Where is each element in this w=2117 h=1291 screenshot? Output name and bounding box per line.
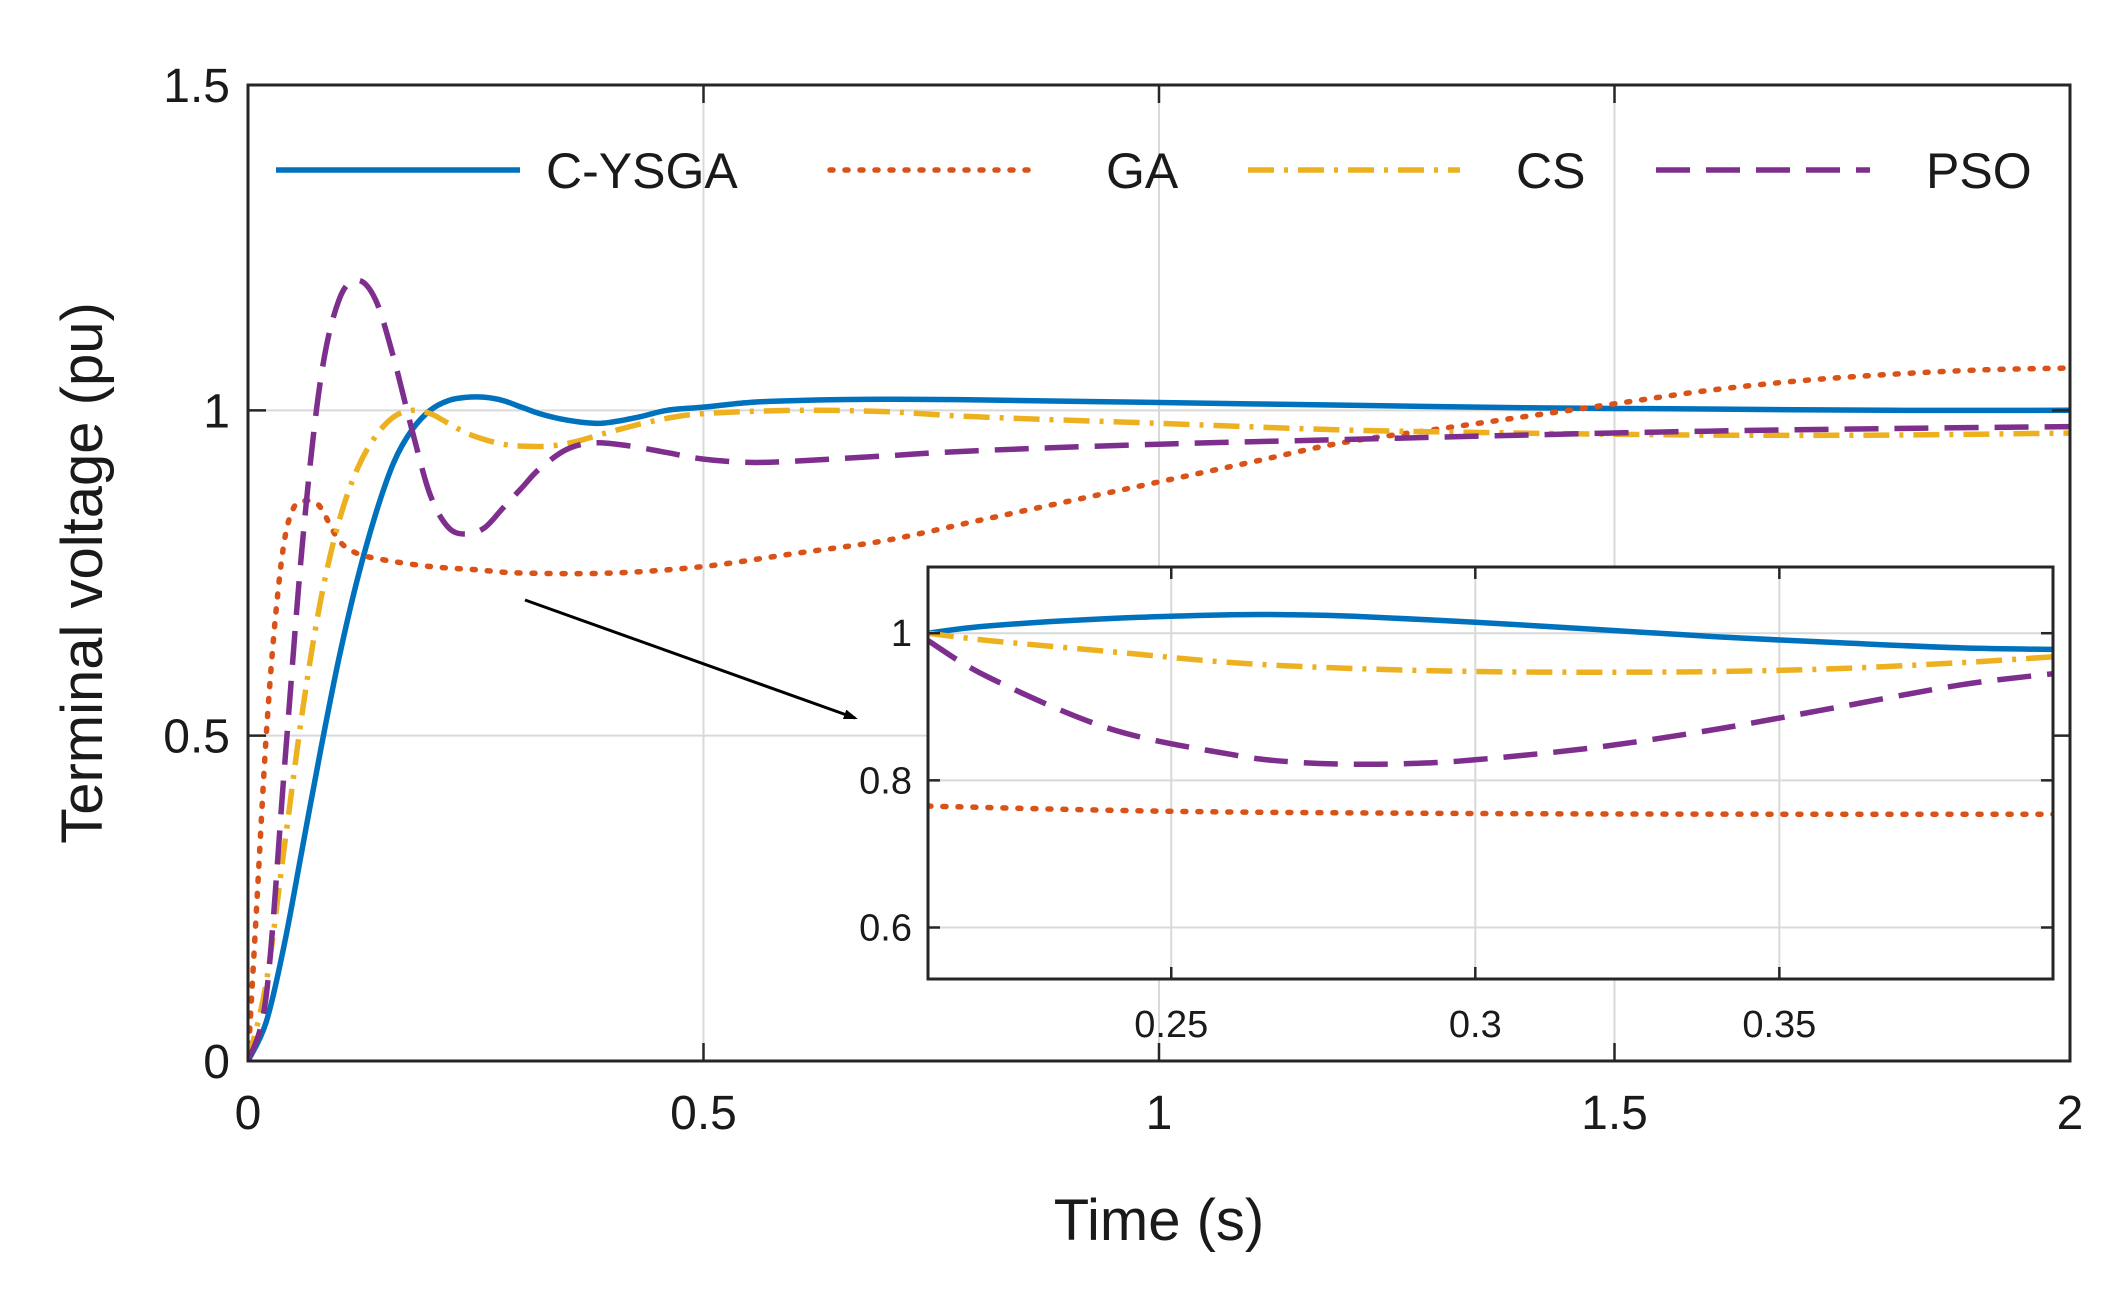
main-y-tick-label: 0.5: [163, 711, 230, 764]
main-series-line-ga: [248, 365, 2070, 1061]
inset-axes-frame: [926, 565, 2055, 981]
main-x-tick-label: 0: [235, 1087, 262, 1140]
legend-label-ga: GA: [1106, 143, 1179, 199]
inset-y-tick-label: 0.8: [859, 760, 912, 802]
y-axis-title: Terminal voltage (pu): [50, 302, 115, 844]
main-series-line-cs: [248, 407, 2070, 1061]
inset-y-tick-label: 0.6: [859, 908, 912, 950]
main-x-tick-label: 2: [2057, 1087, 2084, 1140]
inset-series: [928, 611, 2053, 817]
inset-background: [928, 567, 2053, 979]
main-x-tick-label: 0.5: [670, 1087, 737, 1140]
inset-series-line-pso: [928, 638, 2053, 768]
inset-series-line-c-ysga: [928, 611, 2053, 653]
inset-x-tick-label: 0.3: [1449, 1004, 1502, 1046]
inset-grid: [928, 567, 2053, 979]
inset-x-tick-label: 0.25: [1134, 1004, 1208, 1046]
legend-label-c-ysga: C-YSGA: [546, 143, 738, 199]
main-y-tick-label: 0: [203, 1036, 230, 1089]
main-x-tick-label: 1: [1146, 1087, 1173, 1140]
main-ticks: 0 0.5 1 1.5 2 0 0.5 1 1.5: [163, 60, 2083, 1140]
main-series: [248, 277, 2070, 1061]
legend-label-pso: PSO: [1926, 143, 2032, 199]
main-y-tick-label: 1.5: [163, 60, 230, 113]
inset-series-line-ga: [928, 803, 2053, 817]
legend-label-cs: CS: [1516, 143, 1585, 199]
x-axis-title: Time (s): [1054, 1188, 1264, 1253]
legend: C-YSGA GA CS PSO: [276, 143, 2032, 199]
main-x-tick-label: 1.5: [1581, 1087, 1648, 1140]
main-series-line-pso: [248, 277, 2070, 1061]
inset-ticks: 0.25 0.3 0.35 0.6 0.8 1: [859, 567, 2053, 1046]
inset-y-tick-label: 1: [891, 613, 912, 655]
main-y-tick-label: 1: [203, 385, 230, 438]
main-series-line-c-ysga: [248, 394, 2070, 1061]
zoom-arrow: [524, 598, 858, 720]
inset-x-tick-label: 0.35: [1742, 1004, 1816, 1046]
